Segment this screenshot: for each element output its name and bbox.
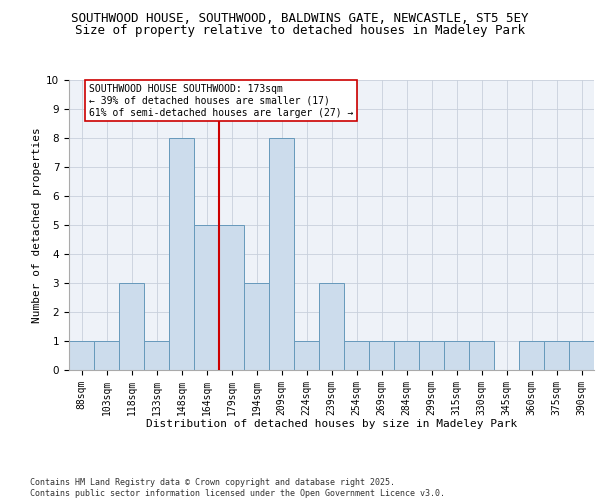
Bar — [419, 341, 444, 370]
Text: Size of property relative to detached houses in Madeley Park: Size of property relative to detached ho… — [75, 24, 525, 37]
Bar — [519, 341, 544, 370]
X-axis label: Distribution of detached houses by size in Madeley Park: Distribution of detached houses by size … — [146, 419, 517, 429]
Bar — [294, 341, 319, 370]
Bar — [119, 283, 144, 370]
Bar — [319, 283, 344, 370]
Y-axis label: Number of detached properties: Number of detached properties — [32, 127, 42, 323]
Bar — [144, 341, 169, 370]
Bar — [569, 341, 594, 370]
Text: Contains HM Land Registry data © Crown copyright and database right 2025.
Contai: Contains HM Land Registry data © Crown c… — [30, 478, 445, 498]
Bar — [344, 341, 369, 370]
Bar — [69, 341, 94, 370]
Bar — [219, 225, 244, 370]
Bar — [269, 138, 294, 370]
Bar — [369, 341, 394, 370]
Text: SOUTHWOOD HOUSE, SOUTHWOOD, BALDWINS GATE, NEWCASTLE, ST5 5EY: SOUTHWOOD HOUSE, SOUTHWOOD, BALDWINS GAT… — [71, 12, 529, 26]
Bar — [194, 225, 219, 370]
Bar — [94, 341, 119, 370]
Text: SOUTHWOOD HOUSE SOUTHWOOD: 173sqm
← 39% of detached houses are smaller (17)
61% : SOUTHWOOD HOUSE SOUTHWOOD: 173sqm ← 39% … — [89, 84, 353, 117]
Bar — [544, 341, 569, 370]
Bar — [244, 283, 269, 370]
Bar — [394, 341, 419, 370]
Bar — [469, 341, 494, 370]
Bar — [444, 341, 469, 370]
Bar — [169, 138, 194, 370]
